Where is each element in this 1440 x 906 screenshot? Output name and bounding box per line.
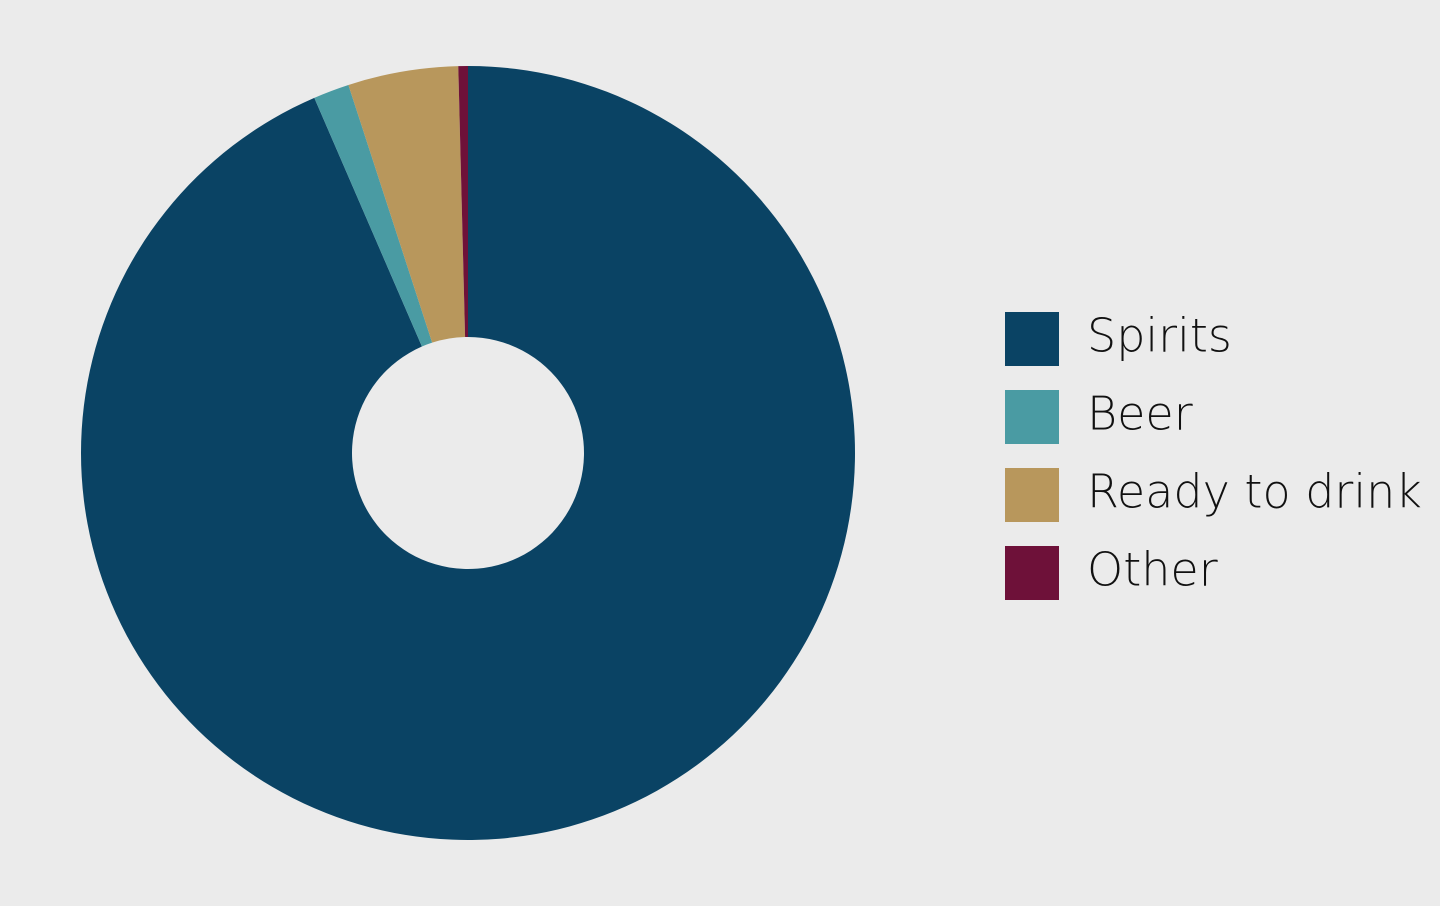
legend-label: Spirits (1087, 309, 1232, 363)
donut-slice (348, 66, 466, 343)
legend-label: Ready to drink (1087, 465, 1422, 519)
donut-slice (458, 66, 468, 338)
legend-swatch (1005, 468, 1059, 522)
donut-slice (80, 66, 855, 841)
legend-swatch (1005, 546, 1059, 600)
legend-label: Beer (1087, 387, 1193, 441)
legend-swatch (1005, 390, 1059, 444)
legend-label: Other (1087, 543, 1218, 597)
legend-swatch (1005, 312, 1059, 366)
donut-slice (314, 84, 433, 347)
